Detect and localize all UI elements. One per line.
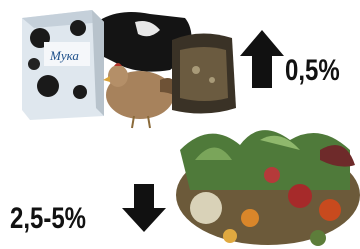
down-value: 2,5-5%: [10, 200, 86, 234]
flour-label: Мука: [49, 48, 79, 63]
up-value: 0,5%: [285, 52, 340, 86]
vegetables: [176, 130, 360, 246]
infographic: Мука 0,5% 2,5-5%: [0, 0, 360, 249]
sack: [172, 33, 236, 113]
flour-box: Мука: [22, 10, 104, 120]
